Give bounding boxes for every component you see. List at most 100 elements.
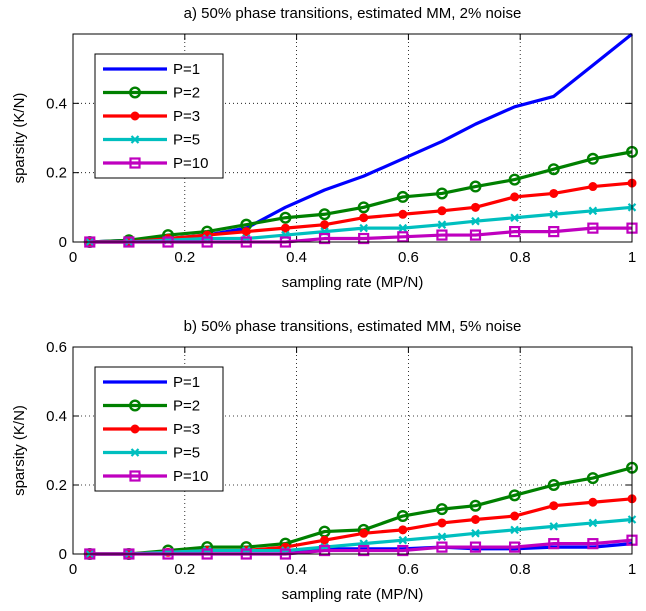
data-point xyxy=(508,489,521,502)
data-point xyxy=(588,518,598,528)
data-point xyxy=(437,518,447,528)
y-tick-label: 0.4 xyxy=(46,408,67,425)
legend-marker xyxy=(128,86,141,99)
x-axis-label: sampling rate (MP/N) xyxy=(282,586,424,603)
data-point xyxy=(586,152,599,165)
data-point xyxy=(359,213,369,223)
data-point xyxy=(469,541,482,553)
data-point xyxy=(437,206,447,216)
legend-marker xyxy=(129,470,141,482)
y-axis-label: sparsity (K/N) xyxy=(11,405,28,496)
data-point xyxy=(358,232,370,245)
legend-label: P=1 xyxy=(173,374,200,391)
data-point xyxy=(437,532,447,542)
data-point xyxy=(398,209,408,219)
data-point xyxy=(318,544,331,557)
data-point xyxy=(469,180,482,193)
y-tick-label: 0.4 xyxy=(46,95,67,112)
data-point xyxy=(398,525,408,535)
data-point xyxy=(588,182,598,192)
data-point xyxy=(241,227,251,237)
y-tick-label: 0 xyxy=(59,546,67,563)
x-tick-label: 0.2 xyxy=(174,249,195,266)
data-point xyxy=(547,163,560,176)
data-point xyxy=(396,510,409,523)
legend-marker xyxy=(130,424,140,434)
legend-marker xyxy=(130,448,140,457)
data-point xyxy=(471,529,480,538)
x-tick-label: 0.4 xyxy=(286,249,307,266)
y-tick-label: 0 xyxy=(59,234,67,251)
data-point xyxy=(547,479,560,492)
data-point xyxy=(436,541,448,553)
data-point xyxy=(509,226,521,238)
x-tick-label: 1 xyxy=(628,249,636,266)
y-tick-label: 0.2 xyxy=(46,477,67,494)
data-point xyxy=(279,211,292,224)
data-point xyxy=(435,187,448,200)
x-tick-label: 0.2 xyxy=(174,561,195,578)
data-point xyxy=(359,223,368,233)
data-point xyxy=(471,216,480,226)
data-point xyxy=(470,202,480,212)
data-point xyxy=(469,499,482,512)
legend-label: P=3 xyxy=(173,421,200,438)
data-point xyxy=(588,497,598,507)
legend-label: P=10 xyxy=(173,468,208,485)
data-point xyxy=(398,535,408,545)
data-point xyxy=(435,503,448,516)
data-point xyxy=(470,515,480,524)
data-point xyxy=(548,538,560,550)
data-point xyxy=(508,173,521,186)
x-tick-label: 0.6 xyxy=(398,249,419,266)
data-point xyxy=(549,522,559,531)
x-tick-label: 0 xyxy=(69,561,77,578)
x-tick-label: 1 xyxy=(628,561,636,578)
data-point xyxy=(318,232,331,245)
x-tick-label: 0 xyxy=(69,249,77,266)
data-point xyxy=(318,208,331,221)
data-point xyxy=(549,501,559,511)
data-point xyxy=(436,229,448,241)
data-point xyxy=(320,535,330,545)
data-point xyxy=(437,220,447,229)
legend-marker xyxy=(130,135,140,144)
data-point xyxy=(398,223,408,233)
chart-title: b) 50% phase transitions, estimated MM, … xyxy=(184,318,522,335)
series-line xyxy=(89,150,633,244)
data-point xyxy=(359,528,369,538)
x-tick-label: 0.8 xyxy=(510,561,531,578)
y-tick-label: 0.2 xyxy=(46,165,67,182)
legend-label: P=5 xyxy=(173,132,200,149)
data-point xyxy=(280,223,290,233)
legend-marker xyxy=(128,399,141,412)
data-point xyxy=(469,229,482,241)
axes-box xyxy=(72,346,633,555)
data-point xyxy=(396,190,409,203)
axes-box xyxy=(72,33,633,243)
data-point xyxy=(588,206,598,216)
y-tick-label: 0.6 xyxy=(46,339,67,356)
data-point xyxy=(586,472,599,485)
chart-panel-a: 0 0.2 0.4 0.6 0.8 1 0 0.2 0.4 a) 50% phase transi… xyxy=(11,5,639,291)
data-point xyxy=(510,511,520,521)
legend-label: P=2 xyxy=(173,85,200,102)
data-point xyxy=(357,201,370,214)
chart-panel-b: 0 0.2 0.4 0.6 0.8 1 0 0.2 0.4 0.6 b) 50% phase tra… xyxy=(11,318,639,603)
legend-label: P=3 xyxy=(173,108,200,125)
data-point xyxy=(548,226,560,238)
x-tick-label: 0.6 xyxy=(398,561,419,578)
legend-label: P=10 xyxy=(173,155,208,172)
data-point xyxy=(587,538,599,550)
chart-title: a) 50% phase transitions, estimated MM, … xyxy=(184,5,522,22)
data-point xyxy=(397,544,409,557)
x-tick-label: 0.4 xyxy=(286,561,307,578)
data-point xyxy=(320,220,330,230)
y-axis-label: sparsity (K/N) xyxy=(11,93,28,184)
data-point xyxy=(397,231,409,243)
data-point xyxy=(587,222,599,234)
legend-label: P=2 xyxy=(173,398,200,415)
series-p-5 xyxy=(85,515,637,559)
legend: P=1 P=2 P=3 P=5 P=10 xyxy=(94,53,224,179)
